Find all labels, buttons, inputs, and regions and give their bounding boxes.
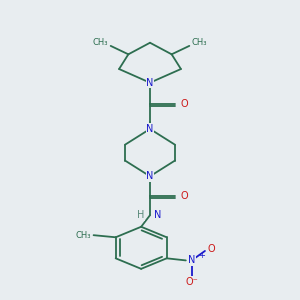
Text: N: N — [154, 210, 161, 220]
Text: O: O — [180, 99, 188, 109]
Text: O: O — [180, 191, 188, 201]
Text: CH₃: CH₃ — [192, 38, 207, 47]
Text: N: N — [146, 78, 154, 88]
Text: O⁻: O⁻ — [185, 277, 198, 287]
Text: N: N — [188, 255, 195, 266]
Text: CH₃: CH₃ — [76, 231, 91, 240]
Text: +: + — [199, 251, 206, 260]
Text: H: H — [137, 210, 144, 220]
Text: O: O — [207, 244, 214, 254]
Text: N: N — [146, 124, 154, 134]
Text: CH₃: CH₃ — [93, 38, 108, 47]
Text: N: N — [146, 171, 154, 181]
